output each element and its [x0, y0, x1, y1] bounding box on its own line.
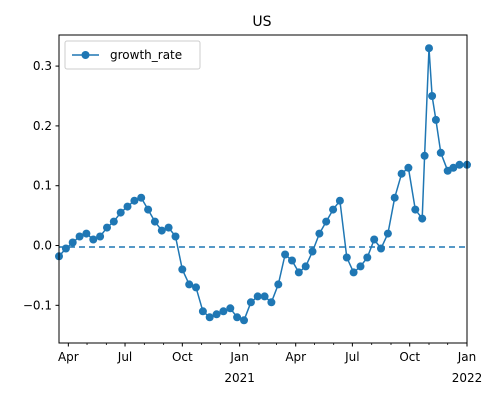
data-point — [294, 268, 303, 277]
data-point — [253, 292, 262, 301]
data-point — [288, 256, 296, 265]
data-point — [68, 238, 77, 247]
data-point — [150, 217, 159, 226]
data-point — [308, 247, 317, 256]
y-tick-label: 0.1 — [33, 179, 52, 193]
data-point — [240, 316, 248, 325]
plot-frame — [58, 34, 468, 344]
data-point — [420, 151, 429, 160]
data-point — [335, 196, 344, 205]
x-tick-label: Apr — [58, 350, 79, 364]
data-point — [404, 163, 413, 172]
y-tick-label: 0.3 — [33, 59, 52, 73]
legend-marker — [81, 51, 90, 59]
data-point — [370, 235, 379, 244]
data-point — [428, 92, 437, 100]
y-tick-label: 0.2 — [33, 119, 52, 133]
data-point — [431, 115, 440, 124]
data-point — [185, 280, 194, 289]
x-tick-year-label: 2022 — [452, 371, 483, 385]
y-tick-label: 0.0 — [33, 239, 52, 253]
data-point — [449, 163, 458, 172]
data-point — [82, 229, 91, 238]
data-point — [411, 205, 420, 214]
x-tick-label: Apr — [285, 350, 306, 364]
x-tick-label: Oct — [399, 350, 420, 364]
data-point — [329, 205, 338, 214]
data-point — [116, 208, 125, 217]
data-point — [157, 226, 166, 235]
data-point — [436, 148, 445, 157]
legend-label: growth_rate — [110, 48, 182, 62]
data-point — [226, 304, 235, 313]
data-point — [363, 253, 372, 262]
series-layer — [55, 44, 471, 325]
data-point — [89, 235, 98, 244]
data-point — [301, 262, 310, 271]
data-point — [425, 44, 433, 53]
data-point — [246, 298, 255, 307]
data-point — [349, 268, 358, 277]
data-point — [130, 196, 139, 205]
data-point — [171, 232, 180, 241]
x-tick-year-label: 2021 — [224, 371, 255, 385]
data-point — [109, 217, 118, 226]
y-axis: −0.1 0.0 0.1 0.2 0.3 — [23, 59, 59, 312]
x-axis: Apr Jul Oct Jan 2021 Apr Jul Oct Jan 2022 — [58, 343, 482, 385]
data-point — [61, 244, 70, 253]
data-point — [274, 280, 283, 289]
data-point — [198, 307, 207, 316]
data-point — [315, 229, 324, 238]
data-point — [260, 292, 269, 301]
data-point — [144, 205, 153, 214]
x-tick-label: Jan — [229, 350, 249, 364]
data-point — [267, 298, 276, 307]
data-point — [397, 169, 406, 178]
data-point — [233, 313, 242, 322]
data-point — [123, 202, 132, 211]
data-point — [164, 223, 173, 232]
data-point — [383, 229, 392, 238]
data-point — [377, 244, 385, 253]
chart-title: US — [252, 14, 271, 30]
data-point — [75, 232, 84, 241]
data-point — [96, 232, 105, 241]
data-point — [455, 160, 464, 169]
data-point — [356, 262, 365, 271]
data-point — [322, 217, 331, 226]
x-tick-label: Jul — [117, 350, 132, 364]
data-point — [205, 313, 214, 322]
x-tick-label: Jul — [344, 350, 359, 364]
data-point — [281, 250, 290, 259]
data-point — [418, 214, 427, 223]
data-point — [137, 193, 146, 202]
legend-box — [64, 40, 201, 70]
y-tick-label: −0.1 — [23, 298, 52, 312]
data-point — [192, 283, 200, 292]
legend: growth_rate — [64, 40, 201, 70]
data-point — [212, 310, 221, 319]
data-point — [103, 223, 111, 232]
data-point — [178, 265, 187, 274]
data-point — [342, 253, 351, 262]
data-point — [390, 193, 399, 202]
x-tick-label: Oct — [172, 350, 193, 364]
data-point — [219, 307, 228, 316]
x-tick-label: Jan — [457, 350, 477, 364]
